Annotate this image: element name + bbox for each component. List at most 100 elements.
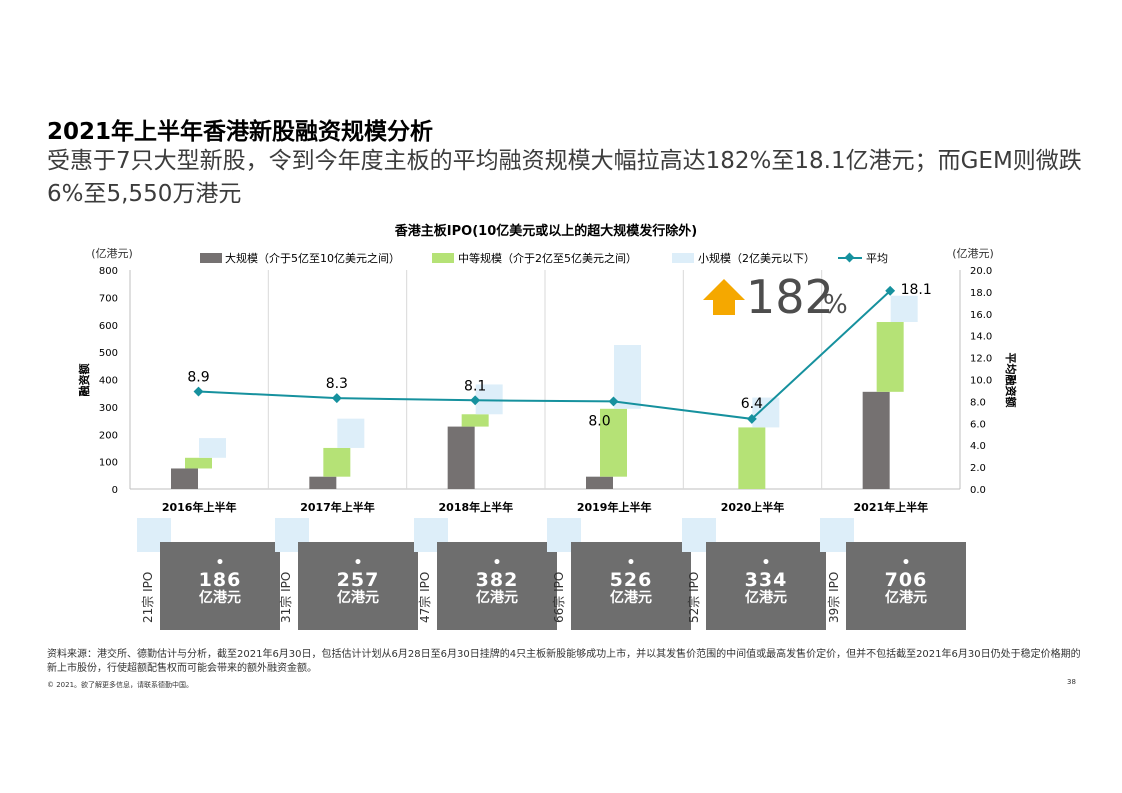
x-tick-label: 2016年上半年 [162,500,237,514]
average-data-label: 18.1 [901,282,932,298]
ipo-count-label: 52宗 IPO [686,553,702,623]
y-left-tick-label: 800 [99,266,118,277]
y-right-axis-title: 平均融资额 [1004,353,1018,408]
ipo-count-text: 47宗 IPO [418,571,432,623]
average-marker [470,395,481,406]
bar-medium [876,322,904,392]
y-right-tick-label: 16.0 [970,310,992,321]
x-tick-label: 2019年上半年 [577,500,652,514]
y-left-tick-label: 100 [99,458,118,469]
ipo-amount-box: • 706 亿港元 [846,542,966,630]
y-right-tick-label: 20.0 [970,266,992,277]
ipo-amount-unit: 亿港元 [199,590,241,606]
footnote: 资料来源：港交所、德勤估计与分析，截至2021年6月30日，包括估计计划从6月2… [47,649,1081,674]
y-right-tick-label: 4.0 [970,441,986,452]
y-right-tick-label: 6.0 [970,419,986,430]
ipo-amount-box: • 382 亿港元 [437,542,557,630]
y-left-tick-label: 400 [99,376,118,387]
y-left-tick-label: 500 [99,348,118,359]
bar-small [752,397,780,428]
y-right-tick-label: 18.0 [970,288,992,299]
copyright: © 2021。欲了解更多信息，请联系德勤中国。 [47,681,194,689]
ipo-count-label: 39宗 IPO [826,553,842,623]
average-marker [746,413,757,424]
bullet-icon: • [215,555,225,571]
ipo-amount-value: 186 [198,569,242,591]
ipo-amount-box: • 334 亿港元 [706,542,826,630]
x-tick-label: 2017年上半年 [300,500,375,514]
ipo-amount-value: 526 [609,569,653,591]
average-data-label: 8.1 [464,378,486,394]
y-right-tick-label: 2.0 [970,463,986,474]
bar-medium [738,427,766,489]
bar-small [890,295,918,323]
y-left-tick-label: 600 [99,321,118,332]
average-data-label: 8.3 [326,376,348,392]
page-subtitle: 受惠于7只大型新股，令到今年度主板的平均融资规模大幅拉高达182%至18.1亿港… [47,148,1082,207]
bar-large [862,391,890,489]
y-left-tick-label: 200 [99,430,118,441]
average-marker [193,386,204,397]
ipo-amount-box: • 257 亿港元 [298,542,418,630]
legend-label-medium: 中等规模（介于2亿至5亿美元之间） [458,251,637,265]
bar-small [614,345,641,409]
legend-label-small: 小规模（2亿美元以下） [698,251,815,265]
y-right-tick-label: 14.0 [970,332,992,343]
y-left-tick-label: 700 [99,293,118,304]
y-right-tick-label: 8.0 [970,397,986,408]
bullet-icon: • [353,555,363,571]
x-tick-label: 2020上半年 [721,500,785,514]
bar-large [309,476,337,489]
ipo-amount-unit: 亿港元 [610,590,652,606]
y-right-unit: (亿港元) [952,247,994,260]
average-marker [885,285,896,296]
average-line [198,290,891,420]
y-right-tick-label: 10.0 [970,376,992,387]
bar-medium [600,408,627,477]
y-right-tick-label: 0.0 [970,485,986,496]
y-right-tick-label: 12.0 [970,354,992,365]
y-left-tick-label: 0 [112,485,118,496]
ipo-count-label: 31宗 IPO [278,553,294,623]
y-left-tick-label: 300 [99,403,118,414]
bar-large [171,468,198,489]
ipo-amount-value: 257 [336,569,380,591]
x-tick-label: 2021年上半年 [854,500,929,514]
ipo-count-label: 66宗 IPO [551,553,567,623]
y-left-unit: (亿港元) [91,247,133,260]
ipo-count-text: 66宗 IPO [552,571,566,623]
ipo-count-text: 31宗 IPO [279,571,293,623]
ipo-count-text: 52宗 IPO [687,571,701,623]
chart-title: 香港主板IPO(10亿美元或以上的超大规模发行除外) [394,223,697,239]
ipo-amount-value: 334 [744,569,788,591]
bullet-icon: • [492,555,502,571]
y-left-axis-title: 融资额 [77,364,91,397]
average-data-label: 6.4 [741,396,763,412]
bullet-icon: • [626,555,636,571]
ipo-count-label: 21宗 IPO [140,553,156,623]
ipo-count-text: 39宗 IPO [827,571,841,623]
average-data-label: 8.9 [187,370,209,386]
up-arrow-icon [703,279,745,315]
x-tick-label: 2018年上半年 [439,500,514,514]
bar-small [337,418,365,448]
bar-large [586,476,613,489]
page-number: 38 [1067,678,1076,686]
bullet-icon: • [901,555,911,571]
ipo-amount-box: • 186 亿港元 [160,542,280,630]
ipo-amount-unit: 亿港元 [337,590,379,606]
legend-label-large: 大规模（介于5亿至10亿美元之间） [225,251,400,265]
callout-unit: % [823,290,848,320]
average-data-label: 8.0 [588,413,610,429]
ipo-amount-unit: 亿港元 [885,590,927,606]
bar-large [447,426,475,489]
ipo-amount-value: 382 [475,569,519,591]
bullet-icon: • [761,555,771,571]
legend-marker-average [844,252,855,263]
callout-value: 182 [746,270,834,324]
ipo-count-label: 47宗 IPO [417,553,433,623]
page-title: 2021年上半年香港新股融资规模分析 [47,119,434,145]
ipo-amount-unit: 亿港元 [745,590,787,606]
ipo-amount-value: 706 [884,569,928,591]
